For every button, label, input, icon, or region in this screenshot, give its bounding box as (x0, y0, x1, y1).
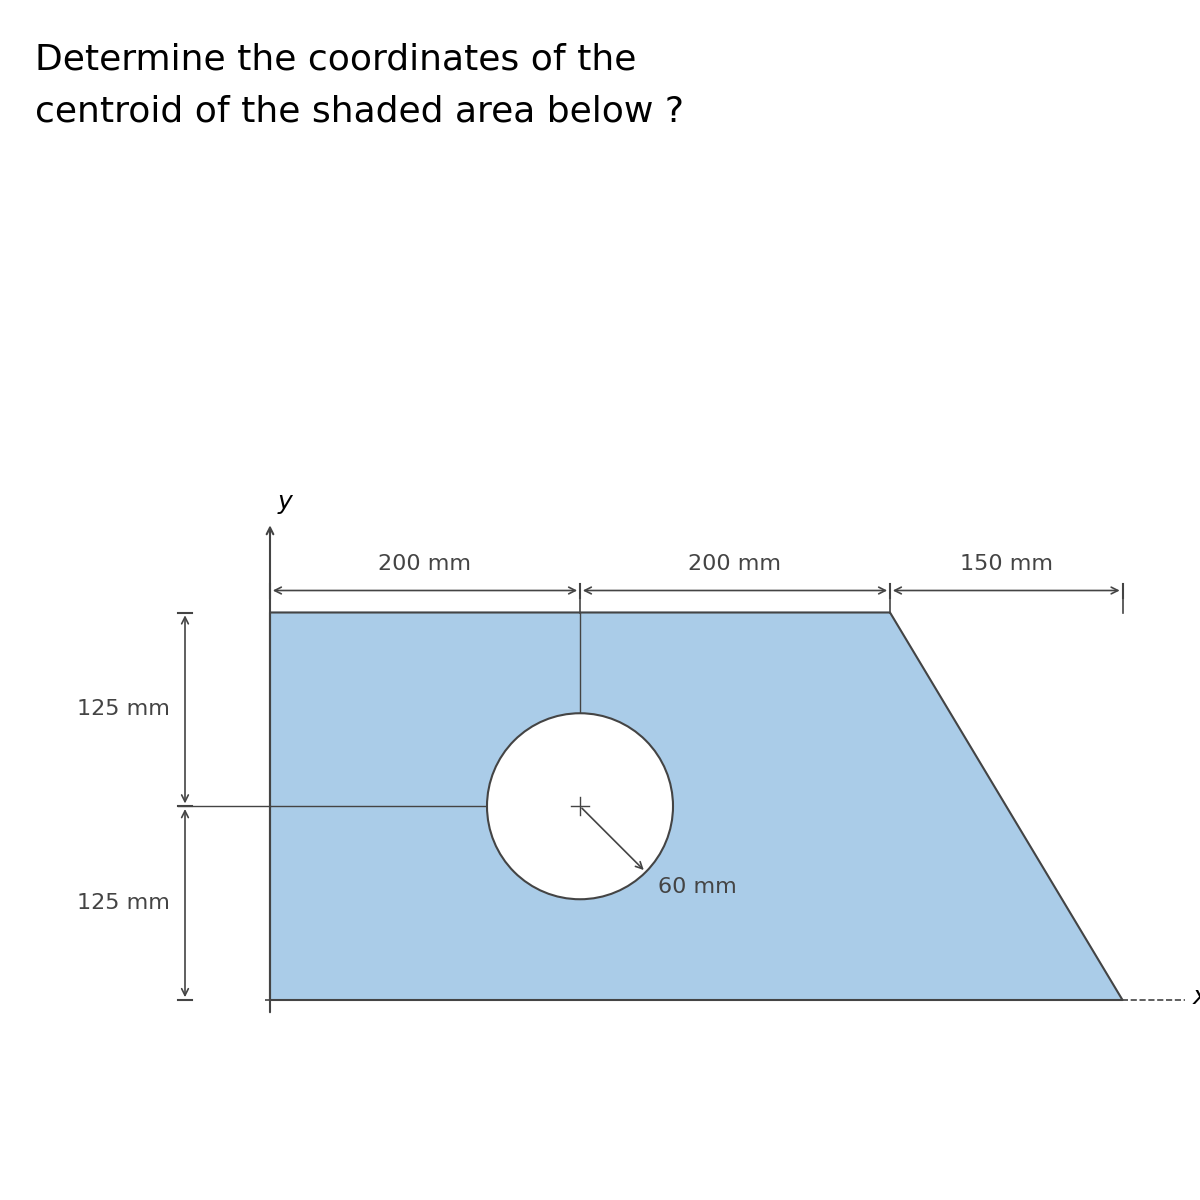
Text: 60 mm: 60 mm (658, 877, 737, 898)
Circle shape (487, 713, 673, 899)
Polygon shape (270, 612, 1122, 1000)
Text: 200 mm: 200 mm (689, 553, 781, 574)
Text: 150 mm: 150 mm (960, 553, 1052, 574)
Text: 125 mm: 125 mm (77, 700, 170, 719)
Text: centroid of the shaded area below ?: centroid of the shaded area below ? (35, 95, 684, 128)
Text: x: x (1193, 985, 1200, 1009)
Text: y: y (278, 491, 293, 515)
Text: 200 mm: 200 mm (378, 553, 472, 574)
Text: 125 mm: 125 mm (77, 893, 170, 913)
Text: Determine the coordinates of the: Determine the coordinates of the (35, 43, 636, 77)
